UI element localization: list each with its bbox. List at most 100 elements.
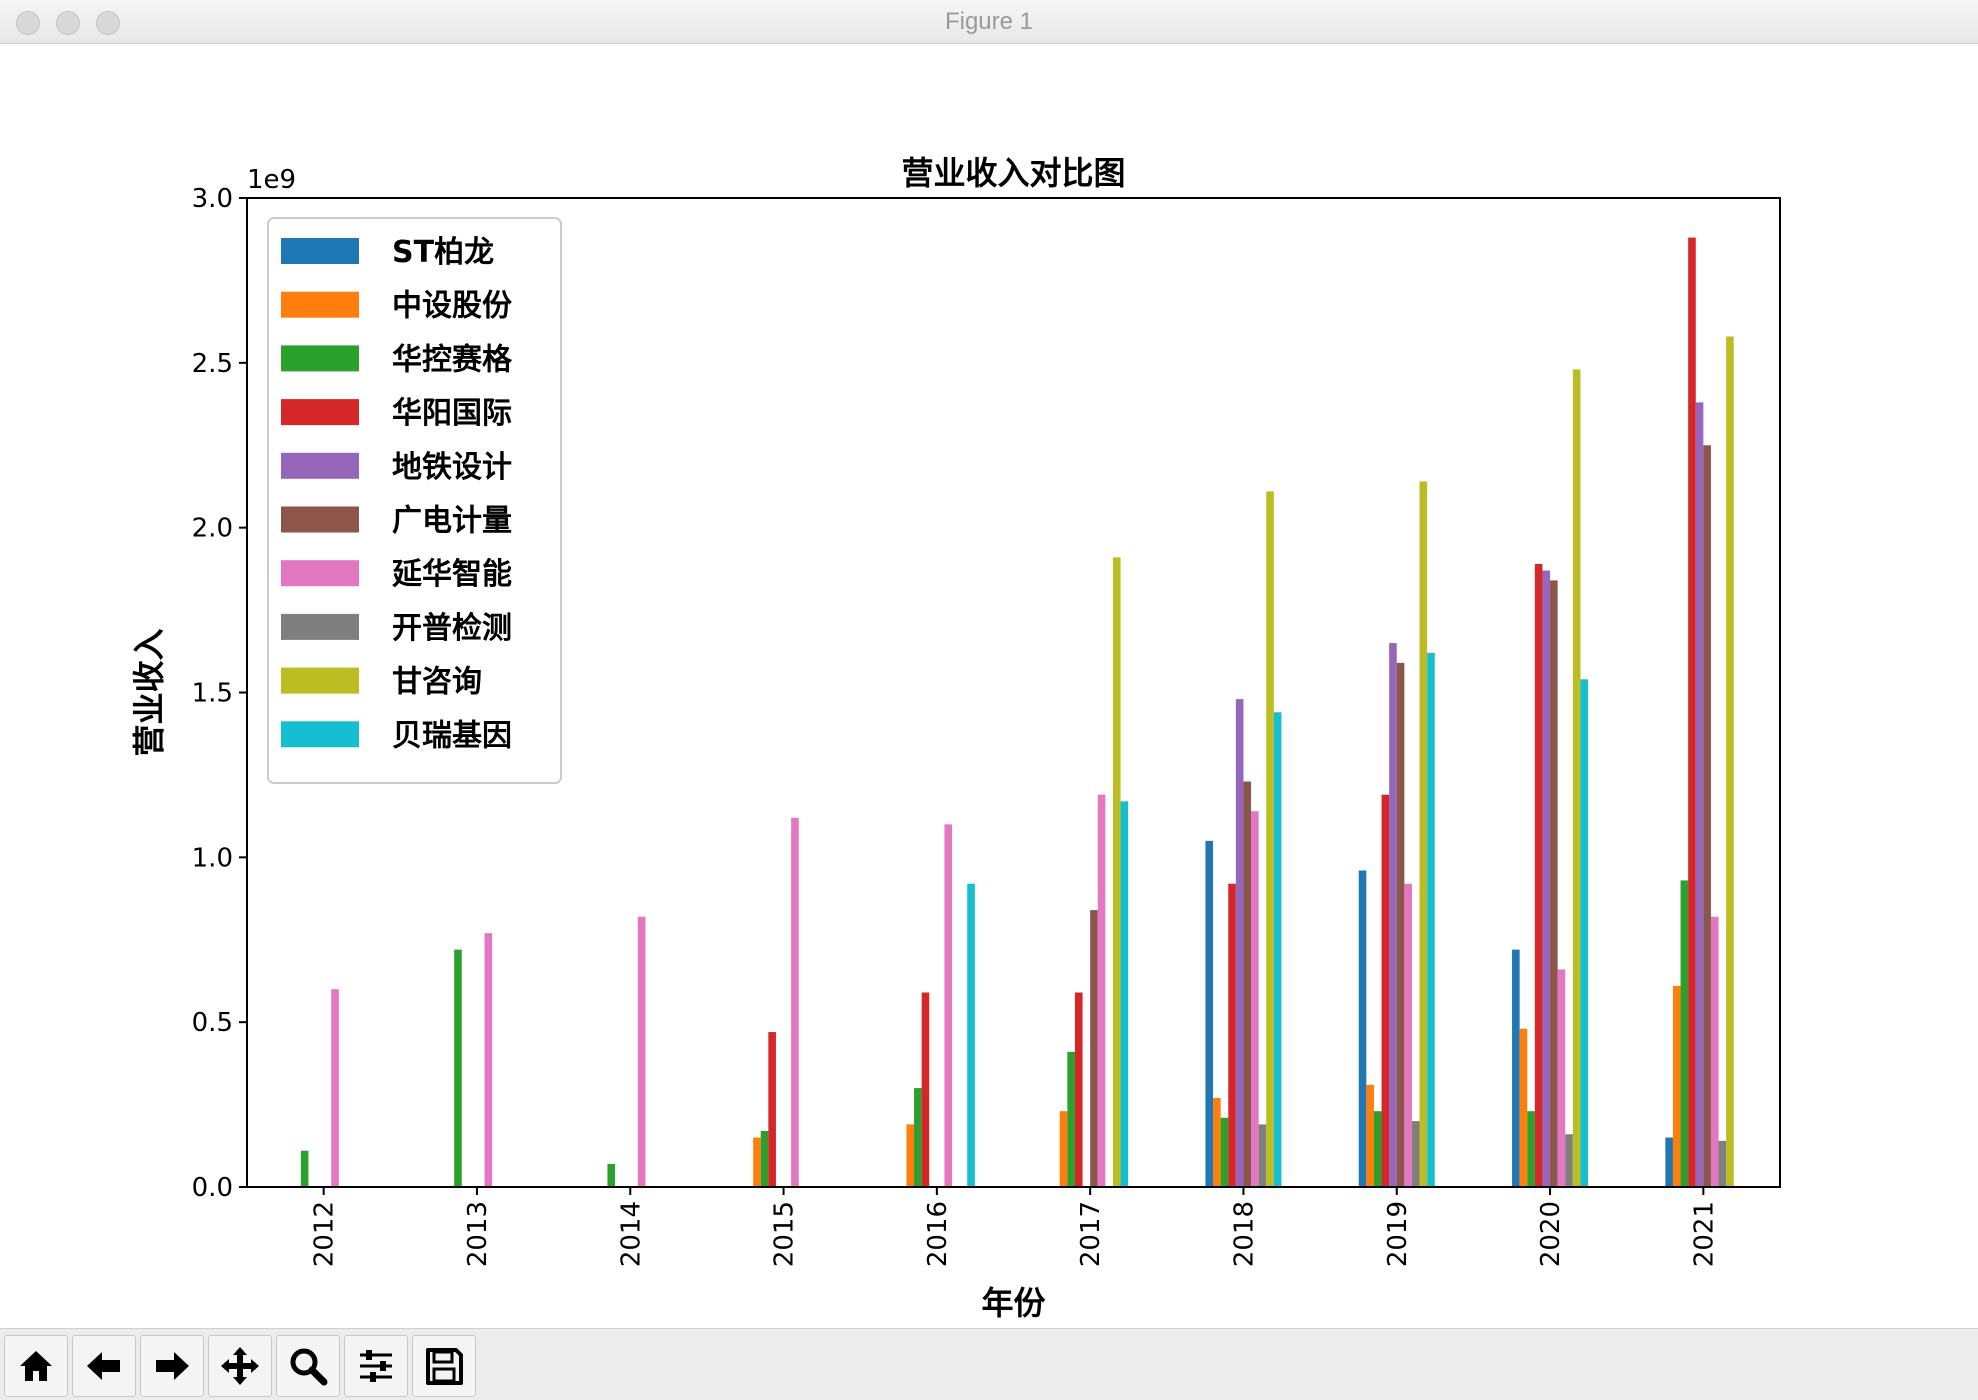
- bar-2019-8: [1419, 481, 1428, 1188]
- bar-2019-0: [1358, 870, 1367, 1187]
- bar-2018-9: [1273, 712, 1282, 1187]
- bar-2016-3: [921, 992, 930, 1187]
- x-tick-label: 2020: [1536, 1201, 1566, 1267]
- legend-swatch-8: [281, 667, 359, 694]
- bar-2016-6: [944, 824, 953, 1187]
- forward-arrow-icon: [156, 1352, 189, 1380]
- bar-2018-1: [1213, 1097, 1221, 1187]
- pan-button[interactable]: [208, 1335, 272, 1397]
- bar-2017-1: [1059, 1111, 1068, 1187]
- legend-label-6: 延华智能: [391, 557, 512, 592]
- y-tick-label: 2.5: [192, 349, 233, 379]
- legend-swatch-6: [281, 560, 359, 587]
- bar-2016-9: [967, 883, 975, 1187]
- bar-2020-8: [1572, 369, 1581, 1188]
- x-tick-label: 2018: [1229, 1201, 1259, 1267]
- bar-2021-5: [1703, 445, 1711, 1187]
- bar-2014-2: [607, 1163, 616, 1187]
- zoom-button[interactable]: [276, 1335, 340, 1397]
- bar-2020-4: [1542, 570, 1551, 1187]
- home-button[interactable]: [4, 1335, 68, 1397]
- bar-2020-6: [1557, 969, 1566, 1187]
- bar-2017-5: [1090, 910, 1098, 1187]
- bar-2016-2: [914, 1088, 922, 1187]
- configure-subplots-button[interactable]: [344, 1335, 408, 1397]
- bar-2021-1: [1672, 985, 1681, 1187]
- bar-2020-2: [1527, 1111, 1535, 1187]
- bar-2018-3: [1228, 883, 1236, 1187]
- bar-2021-4: [1695, 402, 1704, 1188]
- bar-2021-7: [1718, 1140, 1727, 1187]
- bar-2018-2: [1220, 1117, 1229, 1187]
- legend-swatch-5: [281, 506, 359, 533]
- bar-2012-6: [331, 989, 339, 1187]
- bar-2019-4: [1389, 643, 1397, 1187]
- y-offset-text: 1e9: [247, 165, 296, 195]
- figure-canvas: 0.0 0.5 1.0 1.5 2.0 2.5 3.0 1e9 2012 2013 2014 2015…: [0, 44, 1978, 1328]
- x-tick-label: 2015: [770, 1201, 800, 1267]
- minimize-window-button[interactable]: [56, 11, 80, 35]
- legend-swatch-1: [281, 291, 359, 318]
- legend-swatch-2: [281, 345, 359, 372]
- bar-2015-2: [760, 1130, 769, 1187]
- bar-2020-3: [1534, 563, 1543, 1187]
- bar-2018-8: [1266, 491, 1274, 1187]
- back-arrow-icon: [87, 1352, 120, 1380]
- legend-label-7: 开普检测: [392, 611, 512, 646]
- bar-2017-8: [1112, 557, 1121, 1187]
- bar-2020-9: [1580, 679, 1589, 1187]
- bar-2017-3: [1074, 992, 1083, 1187]
- y-tick-label: 1.0: [192, 843, 233, 873]
- bar-2018-5: [1243, 781, 1252, 1187]
- window-title: Figure 1: [944, 8, 1034, 35]
- bar-2021-2: [1680, 880, 1689, 1187]
- close-window-button[interactable]: [16, 11, 40, 35]
- chart-title: 营业收入对比图: [901, 154, 1125, 192]
- bar-2016-1: [906, 1124, 915, 1187]
- bar-2017-2: [1067, 1051, 1075, 1187]
- back-button[interactable]: [72, 1335, 136, 1397]
- x-tick-label: 2014: [616, 1201, 646, 1267]
- bar-2018-6: [1251, 811, 1259, 1187]
- navigation-toolbar: [0, 1328, 1978, 1400]
- zoom-window-button[interactable]: [96, 11, 120, 35]
- legend-swatch-0: [281, 238, 359, 264]
- forward-button[interactable]: [140, 1335, 204, 1397]
- bar-chart: 0.0 0.5 1.0 1.5 2.0 2.5 3.0 1e9 2012 2013 2014 2015…: [130, 154, 1781, 1322]
- x-tick-label: 2013: [463, 1201, 493, 1267]
- bar-2018-4: [1235, 699, 1244, 1187]
- bar-2019-7: [1411, 1121, 1420, 1187]
- legend-swatch-4: [281, 452, 359, 479]
- bar-2021-3: [1688, 237, 1696, 1187]
- legend-swatch-3: [281, 399, 359, 426]
- bar-2018-0: [1205, 840, 1214, 1187]
- window-titlebar: Figure 1: [0, 0, 1978, 44]
- legend-label-5: 广电计量: [392, 504, 512, 539]
- bar-2021-6: [1710, 916, 1719, 1187]
- zoom-icon: [290, 1348, 328, 1386]
- bar-2019-3: [1381, 794, 1390, 1187]
- pan-icon: [221, 1347, 259, 1385]
- x-tick-label: 2016: [923, 1201, 953, 1267]
- bar-2017-6: [1097, 794, 1106, 1187]
- bar-2021-8: [1726, 336, 1734, 1188]
- y-tick-label: 1.5: [192, 679, 233, 709]
- legend-swatch-7: [281, 613, 359, 640]
- legend-swatch-9: [281, 721, 359, 748]
- x-tick-label: 2012: [310, 1201, 340, 1267]
- configure-subplots-icon: [360, 1350, 392, 1382]
- y-tick-label: 3.0: [192, 184, 233, 214]
- legend-label-3: 华阳国际: [392, 396, 512, 431]
- bar-2020-1: [1519, 1028, 1528, 1187]
- y-tick-label: 2.0: [192, 514, 233, 544]
- legend-label-0: ST柏龙: [392, 235, 494, 270]
- bar-2017-9: [1120, 801, 1129, 1187]
- legend-label-1: 中设股份: [392, 289, 512, 324]
- bar-2020-5: [1550, 580, 1558, 1187]
- save-button[interactable]: [412, 1335, 476, 1397]
- bar-2019-5: [1396, 662, 1405, 1187]
- bar-2020-7: [1565, 1134, 1573, 1187]
- legend-label-9: 贝瑞基因: [392, 718, 512, 753]
- legend-label-4: 地铁设计: [392, 450, 512, 485]
- x-tick-label: 2019: [1383, 1201, 1413, 1267]
